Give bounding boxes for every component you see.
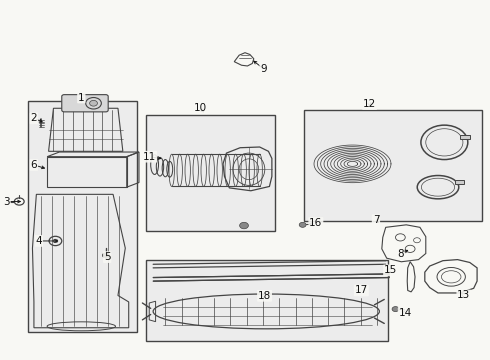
Circle shape: [90, 100, 98, 106]
Text: 14: 14: [399, 308, 412, 318]
Circle shape: [240, 222, 248, 229]
Bar: [27, 101, 137, 332]
Text: 18: 18: [258, 291, 271, 301]
Bar: [460, 135, 470, 139]
Text: 1: 1: [78, 93, 85, 103]
Text: 7: 7: [372, 215, 379, 225]
Text: 6: 6: [30, 160, 37, 170]
Text: 3: 3: [3, 197, 10, 207]
Text: 13: 13: [457, 291, 470, 301]
Circle shape: [392, 307, 399, 312]
Bar: [304, 110, 482, 221]
Bar: [146, 260, 388, 341]
Bar: [455, 180, 464, 184]
Circle shape: [299, 222, 306, 227]
Text: 9: 9: [260, 64, 267, 74]
Circle shape: [53, 239, 58, 243]
Text: 10: 10: [194, 103, 207, 113]
Circle shape: [102, 253, 109, 258]
Text: 17: 17: [355, 285, 368, 296]
Text: 5: 5: [104, 252, 111, 262]
Text: 12: 12: [363, 99, 376, 109]
Bar: [146, 115, 275, 231]
FancyBboxPatch shape: [62, 95, 108, 112]
Text: 11: 11: [143, 152, 156, 162]
Text: 4: 4: [35, 236, 42, 246]
Text: 8: 8: [397, 248, 404, 258]
Text: 2: 2: [30, 113, 37, 123]
Text: 15: 15: [384, 265, 397, 275]
Text: 16: 16: [309, 218, 322, 228]
